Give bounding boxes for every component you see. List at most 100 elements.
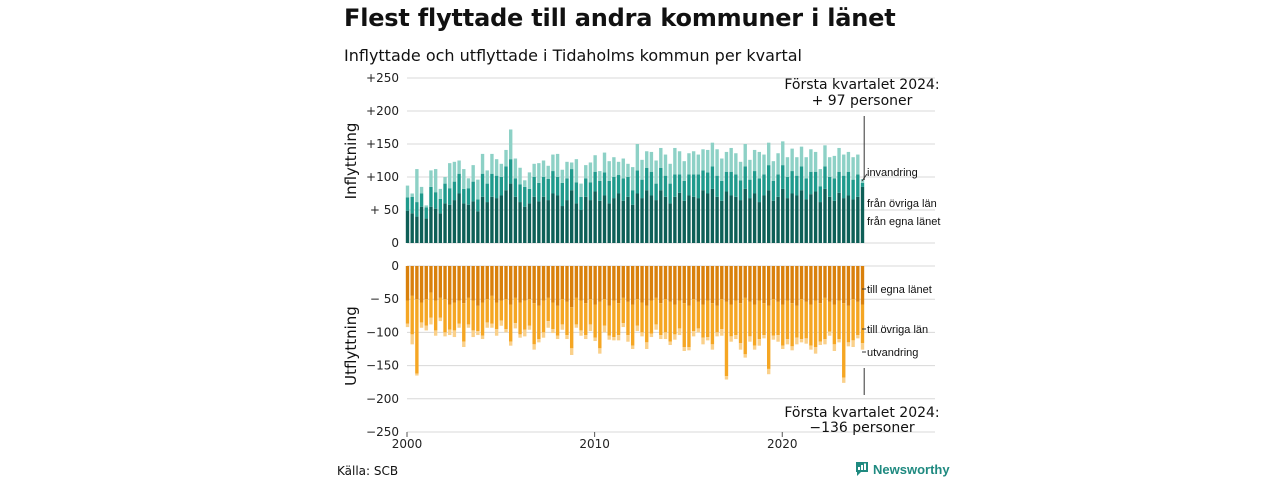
bar-segment <box>842 154 846 176</box>
bar-segment <box>574 182 579 204</box>
bar-segment <box>602 266 607 300</box>
bar-segment <box>523 329 527 337</box>
bar-segment <box>663 266 668 300</box>
bar-segment <box>752 266 757 305</box>
bar-segment <box>682 266 686 304</box>
bar-segment <box>448 304 452 330</box>
bar-segment <box>405 197 410 211</box>
bar-segment <box>527 266 532 300</box>
bar-segment <box>476 211 480 243</box>
bar-segment <box>452 200 457 243</box>
bar-segment <box>640 332 644 337</box>
bar-segment <box>537 201 541 243</box>
bar-segment <box>612 177 616 199</box>
bar-segment <box>720 158 724 181</box>
bar-segment <box>710 142 715 167</box>
bar-segment <box>668 203 672 243</box>
bar-segment <box>771 180 776 201</box>
bar-segment <box>513 297 518 324</box>
bar-segment <box>804 178 808 200</box>
bar-segment <box>729 171 733 196</box>
bar-segment <box>621 158 625 179</box>
bar-segment <box>851 179 855 200</box>
series-labels: Första kvartalet 2024:+ 97 personerFörst… <box>784 77 940 436</box>
bar-segment <box>513 196 518 243</box>
bar-segment <box>433 266 438 301</box>
bar-segment <box>471 330 475 338</box>
bar-segment <box>832 304 837 345</box>
bar-segment <box>579 196 583 210</box>
bar-segment <box>804 199 808 243</box>
bar-segment <box>424 205 428 208</box>
bar-segment <box>588 182 593 201</box>
bar-segment <box>654 160 658 184</box>
bar-segment <box>621 266 625 298</box>
bar-segment <box>663 332 668 340</box>
y-tick-label: − 50 <box>370 292 399 306</box>
bar-segment <box>645 266 649 306</box>
bar-segment <box>827 301 832 332</box>
bar-segment <box>499 195 504 243</box>
bar-segment <box>827 177 832 197</box>
bar-segment <box>537 305 541 340</box>
bar-segment <box>443 332 447 337</box>
bar-segment <box>448 188 452 205</box>
bar-segment <box>518 202 522 243</box>
bar-segment <box>842 175 846 199</box>
bar-segment <box>654 183 658 201</box>
bar-segment <box>509 129 513 160</box>
bar-segment <box>405 210 410 243</box>
bar-segment <box>457 160 461 174</box>
bar-segment <box>466 204 471 243</box>
bar-segment <box>762 335 766 339</box>
bar-segment <box>480 302 485 336</box>
bar-segment <box>748 336 752 342</box>
bar-segment <box>630 167 635 191</box>
bar-segment <box>626 163 630 177</box>
bar-segment <box>607 180 611 204</box>
bar-segment <box>588 162 593 183</box>
bar-segment <box>827 196 832 243</box>
bar-segment <box>438 266 443 298</box>
bar-segment <box>598 171 602 181</box>
bar-segment <box>776 301 780 336</box>
bar-segment <box>659 303 663 336</box>
bar-segment <box>649 266 654 301</box>
bar-segment <box>757 202 761 243</box>
bar-segment <box>551 329 555 334</box>
bar-segment <box>823 339 827 345</box>
bar-segment <box>405 323 410 328</box>
bar-segment <box>856 301 860 336</box>
bar-segment <box>523 186 527 207</box>
bar-segment <box>734 196 738 243</box>
bar-segment <box>476 331 480 336</box>
bar-segment <box>419 206 424 243</box>
bar-segment <box>555 266 560 306</box>
bar-segment <box>682 200 686 243</box>
y-axis-title-outflow: Utflyttning <box>342 306 360 386</box>
bar-segment <box>630 204 635 243</box>
bar-segment <box>438 188 443 199</box>
bar-segment <box>480 266 485 303</box>
bar-segment <box>767 368 771 375</box>
bar-segment <box>569 190 574 243</box>
bar-segment <box>673 266 677 305</box>
bar-segment <box>832 200 837 243</box>
bar-segment <box>509 304 513 342</box>
bar-segment <box>842 198 846 243</box>
bar-segment <box>682 161 686 181</box>
bar-segment <box>691 174 696 197</box>
bar-segment <box>738 161 743 181</box>
bar-segment <box>748 179 752 199</box>
bar-segment <box>532 266 536 304</box>
bar-segment <box>532 303 536 345</box>
bar-segment <box>509 159 513 184</box>
bar-segment <box>419 322 424 328</box>
bar-segment <box>691 331 696 337</box>
bar-segment <box>771 299 776 336</box>
bar-segment <box>706 172 710 194</box>
bar-segment <box>537 182 541 202</box>
bar-segment <box>452 181 457 201</box>
bar-segment <box>851 199 855 243</box>
bar-segment <box>818 202 822 243</box>
